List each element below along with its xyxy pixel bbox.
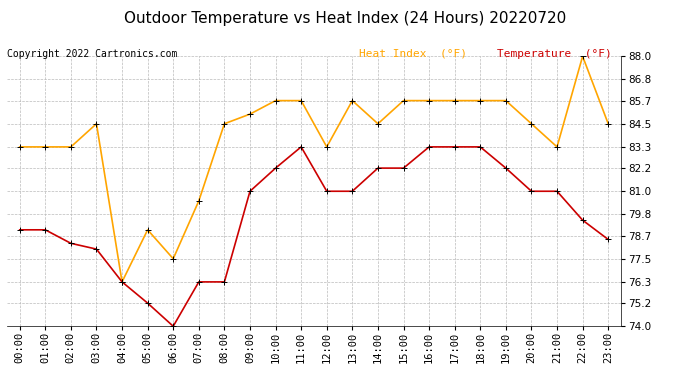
- Text: Temperature  (°F): Temperature (°F): [497, 49, 611, 59]
- Text: Outdoor Temperature vs Heat Index (24 Hours) 20220720: Outdoor Temperature vs Heat Index (24 Ho…: [124, 11, 566, 26]
- Text: Copyright 2022 Cartronics.com: Copyright 2022 Cartronics.com: [7, 49, 177, 59]
- Text: Heat Index  (°F): Heat Index (°F): [359, 49, 467, 59]
